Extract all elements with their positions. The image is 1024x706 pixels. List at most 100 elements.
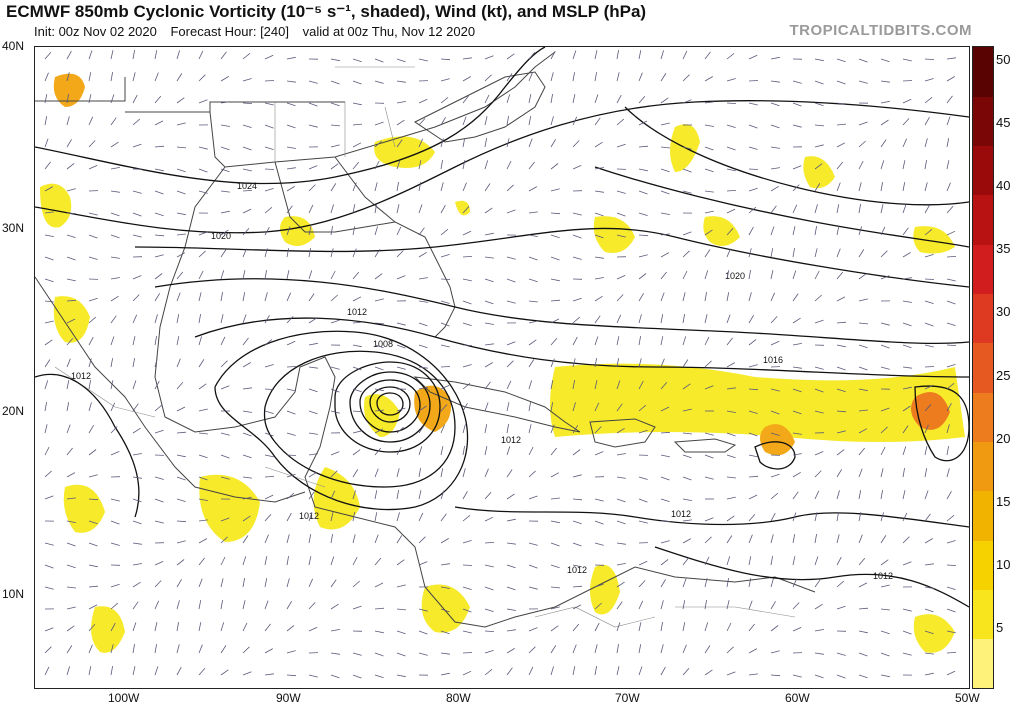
wind-barb: [902, 98, 912, 104]
wind-barb: [924, 538, 933, 544]
wind-barb: [594, 602, 602, 610]
wind-barb: [132, 294, 140, 302]
wind-barb: [770, 270, 774, 280]
wind-barb: [308, 184, 316, 192]
wind-barb: [572, 116, 578, 126]
wind-barb: [462, 364, 472, 368]
wind-barb: [396, 101, 406, 104]
wind-barb: [462, 300, 472, 305]
wind-barb: [440, 366, 451, 368]
colorbar-tick-label: 50: [996, 52, 1011, 67]
wind-barb: [506, 648, 515, 654]
wind-barb: [814, 102, 824, 107]
wind-barb: [110, 380, 114, 390]
wind-barb: [682, 314, 685, 324]
wind-barb: [352, 605, 362, 610]
wind-barb: [176, 520, 187, 523]
colorbar-tick-label: 10: [996, 557, 1011, 572]
wind-barb: [616, 476, 626, 479]
wind-barb: [286, 534, 290, 544]
wind-barb: [572, 234, 582, 239]
wind-barb: [154, 234, 165, 237]
wind-barb: [396, 512, 400, 522]
map-panel[interactable]: 1024 1020 1020 1016 1012 1012 1012 1012 …: [34, 46, 970, 689]
wind-barb: [792, 388, 802, 393]
wind-barb: [198, 383, 207, 390]
wind-barb: [462, 424, 466, 434]
wind-barb: [176, 498, 186, 502]
wind-barb: [770, 492, 779, 500]
wind-barb: [220, 190, 230, 193]
wind-barb: [616, 403, 623, 412]
wind-barb: [308, 366, 318, 369]
wind-barb: [66, 358, 71, 368]
wind-barb: [814, 226, 817, 236]
wind-barb: [44, 586, 54, 590]
wind-barb: [946, 564, 957, 566]
wind-barb: [946, 652, 957, 654]
wind-barb: [550, 424, 555, 434]
wind-barb: [748, 513, 756, 522]
wind-barb: [792, 226, 796, 236]
wind-barb: [154, 404, 163, 412]
wind-barb: [946, 403, 952, 412]
wind-barb: [352, 388, 362, 393]
wind-barb: [836, 102, 846, 106]
wind-barb: [264, 227, 270, 236]
wind-barb: [484, 232, 494, 236]
wind-barb: [550, 520, 560, 524]
wind-barb: [836, 652, 846, 656]
wind-barb: [726, 78, 736, 82]
wind-barb: [264, 206, 273, 214]
wind-barb: [242, 671, 252, 676]
wind-barb: [704, 622, 709, 632]
wind-barb: [528, 380, 532, 390]
wind-barb: [616, 520, 626, 525]
wind-barb: [550, 337, 558, 346]
wind-barb: [858, 607, 869, 610]
wind-barb: [770, 56, 780, 60]
wind-barb: [594, 167, 604, 170]
wind-barb: [726, 102, 737, 104]
wind-barb: [374, 366, 384, 371]
wind-barb: [616, 563, 626, 566]
wind-barb: [396, 366, 406, 370]
wind-barb: [176, 540, 186, 544]
wind-barb: [572, 50, 577, 60]
wind-barb: [66, 337, 74, 346]
wind-barb: [550, 402, 554, 412]
wind-barb: [748, 494, 758, 500]
wind-barb: [44, 138, 49, 148]
wind-barb: [308, 512, 313, 522]
wind-barb: [132, 427, 141, 434]
wind-barb: [286, 205, 293, 214]
wind-barb: [946, 182, 951, 192]
wind-barb: [660, 644, 664, 654]
wind-barb: [880, 80, 890, 83]
wind-barb: [528, 72, 533, 82]
wind-barb: [902, 182, 906, 192]
wind-barb: [330, 652, 340, 655]
isobar-label: 1024: [237, 181, 257, 191]
wind-barb: [726, 270, 730, 280]
wind-barb: [418, 322, 428, 327]
wind-barb: [880, 344, 890, 349]
wind-barb: [484, 381, 491, 390]
wind-barb: [506, 380, 512, 390]
wind-barb: [814, 294, 822, 302]
wind-barb: [814, 80, 824, 85]
wind-barb: [88, 297, 98, 302]
wind-barb: [682, 476, 692, 481]
wind-barb: [286, 226, 291, 236]
wind-barb: [374, 298, 384, 302]
wind-barb: [660, 431, 671, 434]
wind-barb: [748, 364, 758, 368]
wind-barb: [66, 520, 76, 523]
wind-barb: [242, 190, 253, 192]
wind-barb: [506, 94, 511, 104]
wind-barb: [440, 300, 450, 304]
wind-barb: [242, 248, 247, 258]
wind-barb: [858, 409, 868, 412]
wind-barb: [616, 380, 621, 390]
wind-barb: [44, 300, 54, 303]
